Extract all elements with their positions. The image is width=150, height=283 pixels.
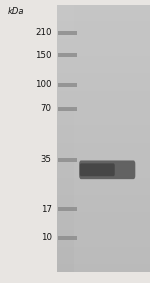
Bar [58, 158, 76, 162]
Text: 35: 35 [41, 155, 52, 164]
Bar [58, 207, 76, 211]
Text: 210: 210 [35, 28, 52, 37]
FancyBboxPatch shape [79, 160, 135, 179]
Bar [58, 31, 76, 35]
Text: 70: 70 [41, 104, 52, 113]
Text: 100: 100 [35, 80, 52, 89]
Bar [58, 107, 76, 111]
Bar [58, 53, 76, 57]
Text: 10: 10 [41, 233, 52, 242]
FancyBboxPatch shape [80, 163, 115, 176]
Bar [57, 6, 150, 272]
Bar [58, 236, 76, 240]
Text: kDa: kDa [8, 7, 24, 16]
Text: 17: 17 [41, 205, 52, 214]
Text: 150: 150 [35, 51, 52, 60]
Bar [58, 83, 76, 87]
